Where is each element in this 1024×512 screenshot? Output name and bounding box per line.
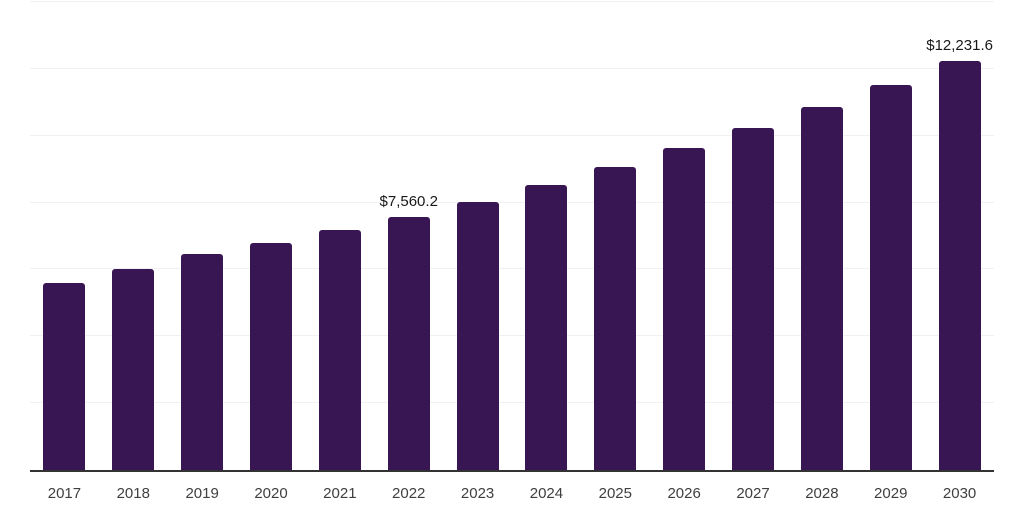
- x-tick-2017: 2017: [47, 485, 82, 502]
- value-label-2030: $12,231.6: [926, 37, 993, 55]
- plot-area: $7,560.2 $12,231.6: [30, 1, 994, 472]
- x-tick-2026: 2026: [667, 485, 701, 502]
- x-tick-2022: 2022: [392, 485, 426, 502]
- bar-band-2020: [237, 2, 306, 470]
- bar-band-2023: [443, 2, 512, 470]
- bar-2023: [456, 201, 499, 470]
- bar-band-2030: $12,231.6: [925, 2, 994, 470]
- bar-2020: [250, 243, 292, 470]
- x-tick-2025: 2025: [598, 485, 632, 502]
- x-tick-2028: 2028: [805, 485, 839, 502]
- bar-2025: [594, 167, 637, 470]
- bar-band-2017: [30, 2, 99, 470]
- bar-band-2025: [581, 2, 650, 470]
- x-tick-2024: 2024: [529, 485, 564, 502]
- x-axis-ticks: 2017 2018 2019 2020 2021 2022 2023 2024 2025 2026…: [30, 472, 994, 503]
- x-tick-2019: 2019: [185, 485, 219, 502]
- bar-band-2022: $7,560.2: [374, 2, 443, 470]
- bar-2029: [869, 84, 912, 470]
- bar-2026: [663, 148, 706, 470]
- x-tick-2027: 2027: [736, 485, 770, 502]
- bar-2024: [525, 184, 568, 470]
- value-label-2022: $7,560.2: [379, 193, 438, 211]
- bar-2019: [181, 254, 224, 470]
- bar-band-2018: [99, 2, 168, 470]
- bar-band-2029: [856, 2, 925, 470]
- x-tick-2018: 2018: [116, 485, 150, 502]
- x-tick-2029: 2029: [874, 485, 908, 502]
- bar-2027: [732, 128, 775, 470]
- bar-2018: [112, 269, 155, 470]
- bar-2030: [938, 61, 981, 470]
- bar-band-2024: [512, 2, 581, 470]
- bar-band-2028: [787, 2, 856, 470]
- bar-2028: [800, 107, 843, 470]
- x-tick-2020: 2020: [254, 485, 288, 502]
- x-tick-2023: 2023: [460, 485, 495, 502]
- bar-band-2021: [305, 2, 374, 470]
- x-tick-2030: 2030: [942, 485, 977, 502]
- bar-2021: [318, 229, 361, 470]
- bar-2017: [43, 283, 86, 470]
- bar-band-2027: [719, 2, 788, 470]
- bar-band-2019: [168, 2, 237, 470]
- bar-2022: [387, 217, 430, 470]
- bar-band-2026: [650, 2, 719, 470]
- x-tick-2021: 2021: [323, 485, 357, 502]
